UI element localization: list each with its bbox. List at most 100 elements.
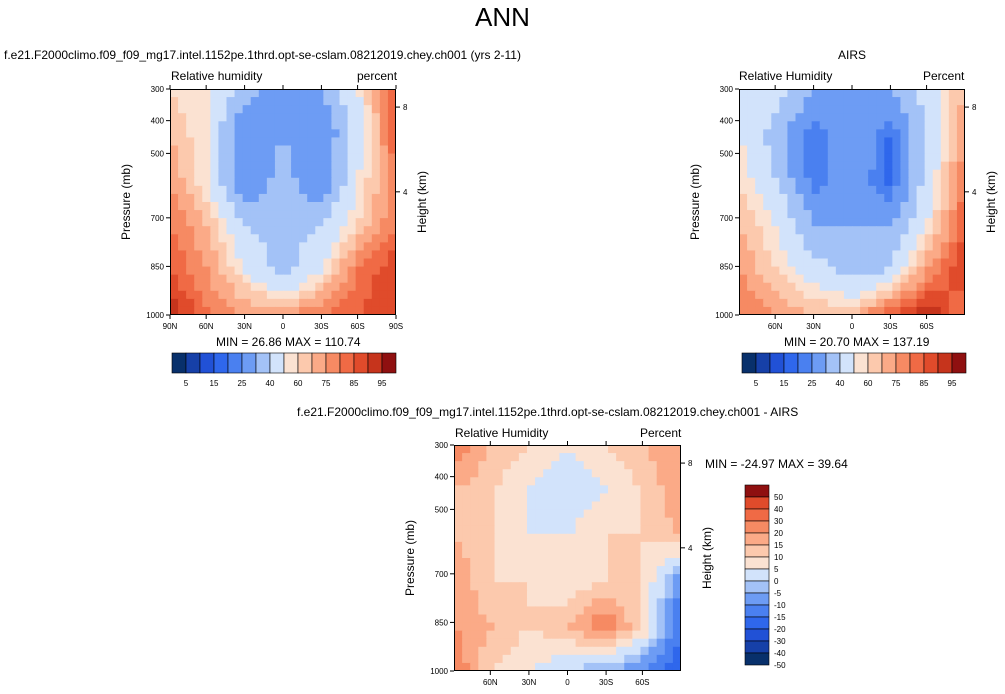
heatmap-cell <box>502 662 512 671</box>
heatmap-cell <box>226 226 236 235</box>
heatmap-cell <box>795 121 805 130</box>
heatmap-cell <box>202 226 211 235</box>
heatmap-cell <box>379 290 389 300</box>
heatmap-cell <box>462 590 471 599</box>
heatmap-cell <box>632 646 642 656</box>
heatmap-cell <box>616 638 625 648</box>
heatmap-cell <box>583 509 593 519</box>
heatmap-cell <box>608 533 617 543</box>
heatmap-cell <box>194 177 203 187</box>
heatmap-cell <box>291 121 300 130</box>
heatmap-cell <box>283 89 292 98</box>
heatmap-cell <box>194 129 203 139</box>
heatmap-cell <box>755 129 764 139</box>
heatmap-cell <box>218 105 228 114</box>
heatmap-cell <box>575 654 585 664</box>
heatmap-cell <box>526 533 536 543</box>
heatmap-cell <box>470 517 479 527</box>
heatmap-cell <box>811 89 821 98</box>
heatmap-cell <box>502 566 512 575</box>
heatmap-cell <box>763 177 772 187</box>
heatmap-cell <box>363 121 373 130</box>
x-tick-label: 30S <box>314 322 328 331</box>
heatmap-cell <box>234 97 244 106</box>
heatmap-cell <box>186 234 195 243</box>
heatmap-cell <box>916 202 926 211</box>
heatmap-cell <box>771 242 780 252</box>
heatmap-cell <box>632 461 642 470</box>
heatmap-cell <box>567 445 577 454</box>
heatmap-cell <box>771 266 780 276</box>
heatmap-cell <box>884 89 893 98</box>
heatmap-cell <box>210 97 220 106</box>
heatmap-cell <box>803 185 813 195</box>
heatmap-cell <box>266 282 276 292</box>
heatmap-cell <box>664 525 674 535</box>
heatmap-cell <box>924 242 934 252</box>
heatmap-cell <box>363 306 373 315</box>
heatmap-cell <box>884 97 893 106</box>
colorbar-swatch <box>269 352 285 374</box>
x-tick-label: 0 <box>850 322 855 331</box>
heatmap-cell <box>510 549 520 559</box>
heatmap-cell <box>250 258 260 268</box>
colorbar-label: -15 <box>774 613 786 622</box>
heatmap-cell <box>664 662 674 671</box>
heatmap-cell <box>355 266 365 276</box>
heatmap-cell <box>900 266 910 276</box>
heatmap-cell <box>363 202 373 211</box>
heatmap-cell <box>575 582 585 591</box>
heatmap-cell <box>924 113 934 122</box>
heatmap-cell <box>599 654 609 664</box>
heatmap-cell <box>827 202 837 211</box>
heatmap-cell <box>387 89 396 98</box>
heatmap-cell <box>795 306 805 315</box>
heatmap-cell <box>274 298 284 308</box>
heatmap-cell <box>771 185 780 195</box>
colorbar-swatch <box>937 352 953 374</box>
heatmap-cell <box>186 153 195 163</box>
heatmap-cell <box>892 234 902 243</box>
heatmap-cell <box>178 161 187 171</box>
heatmap-cell <box>510 477 520 486</box>
heatmap-cell <box>526 493 536 503</box>
heatmap-cell <box>956 185 965 195</box>
heatmap-cell <box>819 129 829 139</box>
heatmap-cell <box>339 105 349 114</box>
heatmap-cell <box>908 193 918 203</box>
heatmap-cell <box>868 306 877 315</box>
heatmap-cell <box>755 153 764 163</box>
heatmap-cell <box>908 121 918 130</box>
heatmap-cell <box>860 210 869 219</box>
heatmap-cell <box>331 169 341 179</box>
heatmap-cell <box>656 533 666 543</box>
heatmap-cell <box>567 566 577 575</box>
heatmap-cell <box>940 250 950 260</box>
heatmap-cell <box>811 105 821 114</box>
heatmap-cell <box>299 290 308 300</box>
heatmap-cell <box>470 662 479 671</box>
heatmap-cell <box>226 121 236 130</box>
heatmap-cell <box>291 105 300 114</box>
heatmap-cell <box>518 574 528 583</box>
heatmap-cell <box>916 121 926 130</box>
heatmap-cell <box>494 525 504 535</box>
heatmap-cell <box>868 234 877 243</box>
heatmap-cell <box>347 258 357 268</box>
heatmap-cell <box>202 121 211 130</box>
heatmap-cell <box>624 453 633 462</box>
heatmap-cell <box>535 654 544 664</box>
heatmap-cell <box>591 501 601 511</box>
heatmap-cell <box>194 298 203 308</box>
heatmap-cell <box>608 622 617 632</box>
heatmap-cell <box>339 153 349 163</box>
colorbar-label: 85 <box>350 379 359 388</box>
x-tick-label: 60S <box>350 322 364 331</box>
heatmap-cell <box>827 210 837 219</box>
heatmap-cell <box>307 153 316 163</box>
heatmap-cell <box>551 453 560 462</box>
heatmap-cell <box>819 105 829 114</box>
heatmap-cell <box>843 282 853 292</box>
heatmap-cell <box>307 218 316 227</box>
